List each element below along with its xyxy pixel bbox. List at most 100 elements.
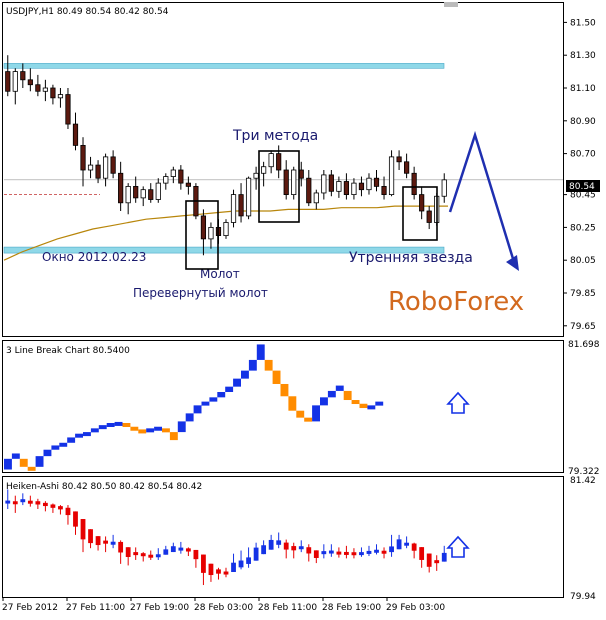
candle-body [358, 182, 365, 191]
candle [313, 189, 319, 210]
x-tick-label: 29 Feb 03:00 [386, 603, 445, 613]
ha-body [359, 552, 364, 556]
ha-body [441, 552, 447, 562]
y-tick-label: 80.25 [570, 223, 596, 233]
linebreak-brick [335, 385, 344, 391]
ha-body [178, 547, 184, 551]
ha-body [291, 546, 297, 551]
annotation-hammer: Молот [200, 267, 240, 281]
candle [42, 79, 48, 102]
linebreak-brick [35, 456, 44, 467]
candle [306, 170, 312, 207]
linebreak-brick [19, 458, 28, 467]
candle [208, 222, 214, 249]
ha-body [133, 552, 139, 556]
current-price-marker [566, 180, 600, 192]
ha-candle [344, 545, 349, 559]
candle-body [321, 174, 327, 194]
ha-candle [306, 544, 312, 562]
candle [65, 88, 71, 129]
candle [72, 112, 79, 151]
linebreak-brick [248, 359, 257, 371]
candle-body [178, 169, 184, 184]
ha-body [366, 550, 372, 554]
candle-body [72, 123, 79, 146]
candle-body [5, 71, 11, 92]
candle [441, 173, 447, 203]
candle-body [283, 169, 289, 196]
linebreak-brick [351, 400, 360, 405]
moving-average-line [3, 205, 448, 261]
candle-body [419, 194, 425, 212]
linebreak-brick [256, 344, 265, 360]
y-tick-label: 79.94 [570, 592, 596, 602]
ha-candle [434, 555, 440, 571]
linebreak-brick [90, 428, 99, 433]
ha-body [35, 501, 41, 505]
ha-candle [178, 541, 184, 554]
candle [336, 176, 342, 198]
linebreak-brick [98, 425, 107, 430]
y-tick-label: 80.90 [570, 117, 596, 127]
candle [283, 160, 289, 200]
candle-body [276, 153, 282, 171]
ha-candle [396, 534, 402, 550]
ha-candle [148, 550, 154, 560]
candle [148, 183, 154, 203]
candle-body [42, 87, 48, 92]
linebreak-brick [4, 458, 12, 470]
x-tick-label: 28 Feb 03:00 [194, 603, 253, 613]
ha-body [27, 500, 33, 504]
candle-body [27, 79, 33, 86]
ha-body [223, 571, 229, 575]
ha-body [434, 560, 440, 564]
y-tick-label: 80.70 [570, 150, 596, 160]
candle-body [12, 71, 18, 92]
ha-body [50, 504, 56, 508]
ha-candle [20, 493, 26, 506]
candle [343, 173, 350, 200]
ha-body [261, 545, 267, 555]
heikenashi-up-arrow-icon [446, 535, 470, 558]
candle [102, 153, 109, 187]
ha-body [268, 539, 274, 550]
ha-body [426, 553, 432, 567]
ha-candle [27, 495, 33, 507]
linebreak-brick [177, 421, 186, 433]
brand-logo-text: RoboForex [388, 287, 524, 317]
ha-body [73, 511, 78, 527]
ha-candle [313, 550, 319, 564]
ha-body [246, 557, 251, 564]
candle [95, 160, 101, 184]
candle-body [170, 169, 176, 177]
main-chart-title: USDJPY,H1 80.49 80.54 80.42 80.54 [6, 7, 169, 17]
ha-body [148, 554, 154, 558]
x-tick-label: 28 Feb 11:00 [258, 603, 317, 613]
ha-body [411, 543, 417, 551]
candle [87, 156, 94, 179]
linebreak-brick [27, 466, 36, 471]
candle-body [118, 172, 124, 204]
candle-body [253, 172, 259, 179]
candle [388, 150, 395, 197]
candle [268, 150, 274, 174]
linebreak-brick [225, 386, 234, 392]
ha-candle [359, 547, 364, 557]
candle-body [396, 156, 402, 163]
ha-body [163, 549, 169, 555]
ha-body [328, 550, 334, 554]
resistance-band [3, 63, 445, 69]
candle-body [163, 176, 169, 184]
candle [396, 150, 402, 170]
candle-body [95, 164, 101, 179]
ha-body [298, 546, 304, 550]
ha-candle [321, 544, 327, 559]
candle [57, 88, 64, 108]
linebreak-brick [43, 449, 52, 457]
ha-candle [163, 545, 169, 555]
linebreak-brick [264, 359, 273, 371]
ha-candle [201, 554, 206, 586]
candle-body [223, 222, 229, 236]
